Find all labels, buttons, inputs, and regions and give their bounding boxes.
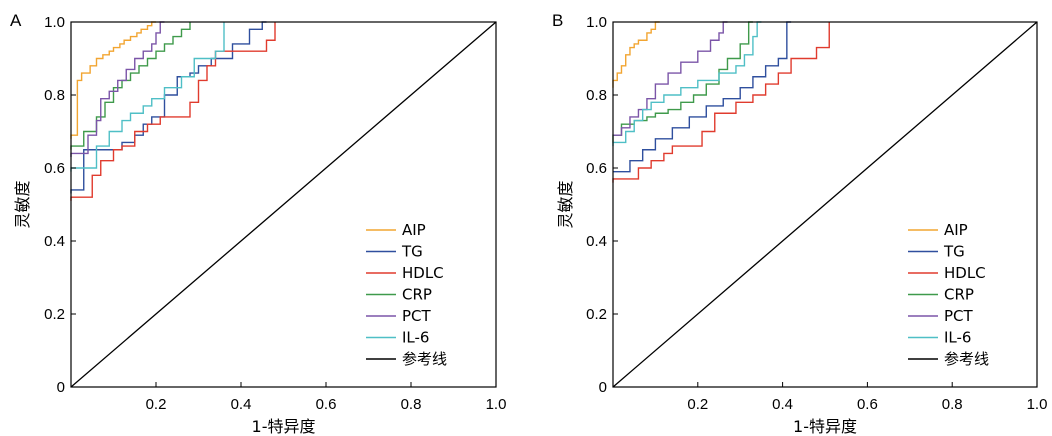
legend-label: AIP xyxy=(402,221,426,239)
x-tick-label: 0.8 xyxy=(942,396,963,413)
series-line-pct xyxy=(70,21,165,158)
x-tick-label: 0.4 xyxy=(772,396,793,413)
legend-label: PCT xyxy=(944,307,974,325)
plot-frame xyxy=(612,21,1038,388)
legend-label: IL-6 xyxy=(402,329,429,347)
series-line-pct xyxy=(613,21,728,136)
legend-label: TG xyxy=(943,243,965,261)
y-tick-label: 0.6 xyxy=(586,160,607,177)
legend-label: TG xyxy=(401,243,423,261)
series-line-tg xyxy=(613,21,792,173)
legend-label: CRP xyxy=(944,286,974,304)
y-tick-label: 0.6 xyxy=(44,160,65,177)
legend-label: AIP xyxy=(944,221,968,239)
legend-label: 参考线 xyxy=(402,350,447,368)
y-tick-label: 0.2 xyxy=(44,306,65,323)
series-line-aip xyxy=(612,21,660,88)
plot-frame xyxy=(70,21,497,388)
y-tick-label: 1.0 xyxy=(44,14,65,31)
x-tick-label: 0.2 xyxy=(146,396,167,413)
y-tick-label: 0.8 xyxy=(586,87,607,104)
x-tick-label: 1.0 xyxy=(486,396,507,413)
series-line-il6 xyxy=(612,21,762,147)
y-tick-label: 0.4 xyxy=(44,233,65,250)
legend: AIP TG HDLC CRP PCT IL-6 参考线 xyxy=(908,221,989,368)
legend-label: 参考线 xyxy=(944,350,989,368)
chart-panel-b: B 0 0.2 0.4 0.6 0.8 1.0 0.2 0.4 0.6 0.8 1.0 1-特异度 灵敏度… xyxy=(552,11,1047,436)
x-axis-label: 1-特异度 xyxy=(793,417,857,436)
x-tick-label: 0.4 xyxy=(231,396,252,413)
y-axis-label: 灵敏度 xyxy=(556,180,575,228)
x-tick-label: 1.0 xyxy=(1027,396,1048,413)
series-line-il6 xyxy=(70,22,225,172)
series-line-hdlc xyxy=(70,22,276,201)
chart-panel-a: A 0 0.2 0.4 0.6 0.8 1.0 0.2 0.4 0.6 0.8 1.0 1-特异度 灵敏度… xyxy=(10,11,506,436)
y-tick-label: 0.4 xyxy=(586,233,607,250)
y-tick-label: 0.2 xyxy=(586,306,607,323)
legend-label: CRP xyxy=(402,286,432,304)
series-line-crp xyxy=(70,22,191,150)
y-tick-label: 1.0 xyxy=(586,14,607,31)
x-tick-label: 0.6 xyxy=(857,396,878,413)
y-tick-label: 0 xyxy=(57,379,65,396)
legend-label: HDLC xyxy=(402,264,444,282)
legend-label: HDLC xyxy=(944,264,986,282)
panel-letter: A xyxy=(10,11,22,30)
series-line-tg xyxy=(70,21,267,194)
series-line-reference xyxy=(612,21,1038,388)
series-line-aip xyxy=(70,21,156,139)
x-tick-label: 0.6 xyxy=(316,396,337,413)
y-tick-label: 0 xyxy=(599,379,607,396)
legend: AIP TG HDLC CRP PCT IL-6 参考线 xyxy=(366,221,447,368)
series-line-reference xyxy=(70,21,497,388)
y-axis-label: 灵敏度 xyxy=(13,180,32,228)
legend-label: PCT xyxy=(402,307,432,325)
panel-letter: B xyxy=(552,11,563,30)
x-axis-label: 1-特异度 xyxy=(252,417,316,436)
x-tick-label: 0.2 xyxy=(687,396,708,413)
y-tick-label: 0.8 xyxy=(44,87,65,104)
legend-label: IL-6 xyxy=(944,329,971,347)
series-line-hdlc xyxy=(612,22,830,183)
x-tick-label: 0.8 xyxy=(401,396,422,413)
